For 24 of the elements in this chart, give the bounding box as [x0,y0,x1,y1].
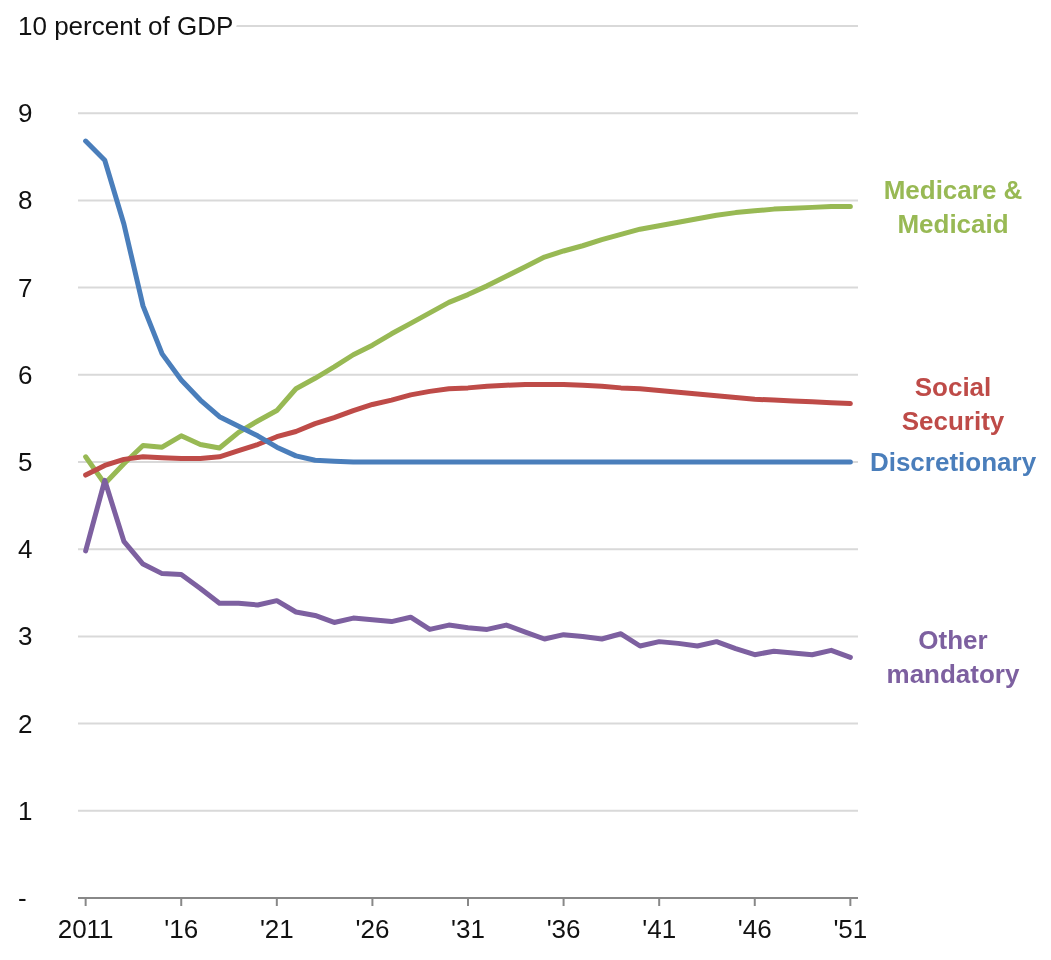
x-tick-label: '41 [642,914,677,944]
y-tick-label: 5 [18,447,33,477]
x-tick-label: '21 [259,914,294,944]
y-tick-label: 7 [18,272,33,303]
y-tick-label: 2 [18,708,33,739]
y-tick-label: 10 percent of GDP [18,11,234,41]
x-tick-label: '51 [833,914,868,944]
y-tick-label: - [18,883,27,913]
x-tick-label: '31 [451,914,485,944]
y-tick-label: 1 [18,795,33,826]
x-tick-label: 2011 [57,914,114,944]
y-tick-label: 3 [18,621,33,652]
series-label: Discretionary [869,447,1037,477]
x-tick-label: '26 [355,914,390,944]
y-tick-label: 8 [18,185,33,216]
series-label: Other mandatory [886,625,1020,690]
y-tick-label: 9 [18,98,33,129]
series-label: Social Security [901,371,1005,436]
x-tick-label: '36 [546,914,581,944]
y-tick-label: 6 [18,359,33,390]
series-label: Medicare & Medicaid [883,174,1023,239]
x-tick-label: '16 [164,914,199,944]
y-tick-label: 4 [18,534,33,565]
x-tick-label: '46 [737,914,772,944]
